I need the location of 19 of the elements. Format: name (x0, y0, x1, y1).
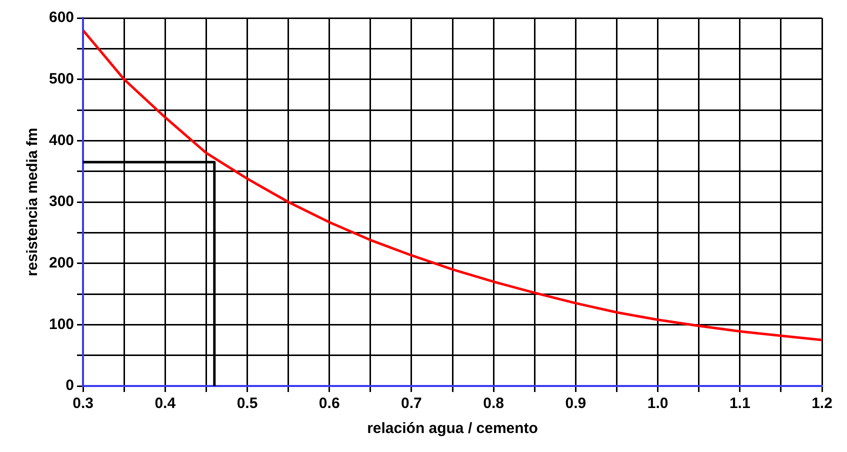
y-tick-label: 300 (48, 193, 74, 210)
x-tick-label: 0.5 (236, 395, 258, 412)
y-axis-title: resistencia media fm (24, 128, 42, 276)
x-tick-label: 0.4 (154, 395, 176, 412)
x-tick-label: 0.3 (72, 395, 94, 412)
y-tick-label: 0 (66, 377, 74, 394)
y-tick-label: 100 (48, 316, 74, 333)
y-tick-label: 400 (48, 132, 74, 149)
y-tick-label: 500 (48, 70, 74, 88)
y-tick-label: 600 (48, 9, 74, 26)
x-tick-label: 0.9 (565, 395, 586, 412)
x-tick-label: 1.1 (729, 395, 750, 412)
x-tick-label: 1.2 (812, 395, 832, 412)
x-tick-label: 0.6 (318, 395, 340, 412)
x-tick-label: 0.7 (401, 395, 422, 412)
x-tick-label: 1.0 (647, 395, 668, 412)
x-axis-title: relación agua / cemento (367, 420, 538, 438)
x-tick-label: 0.8 (483, 395, 504, 412)
y-tick-label: 200 (48, 254, 74, 272)
